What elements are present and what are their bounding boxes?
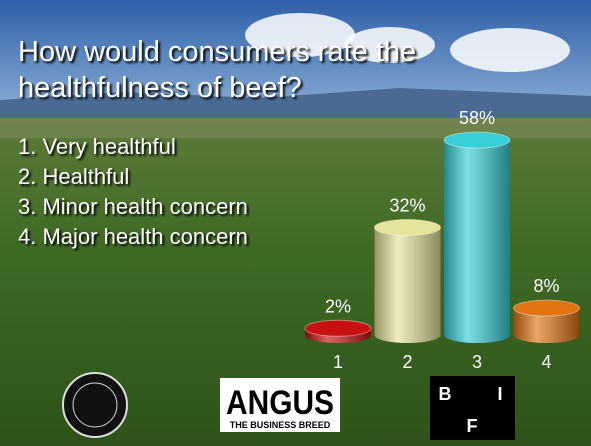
legend-item: 4. Major health concern xyxy=(18,224,248,249)
value-label: 58% xyxy=(459,108,495,128)
legend-item: 2. Healthful xyxy=(18,164,130,189)
bar-top xyxy=(374,218,441,236)
x-tick-label: 3 xyxy=(472,352,482,372)
bar-top xyxy=(443,131,511,149)
bif-letter: B xyxy=(439,384,452,404)
legend-item: 1. Very healthful xyxy=(18,134,176,159)
x-tick-label: 1 xyxy=(333,352,343,372)
value-label: 32% xyxy=(389,195,425,215)
bif-letter: F xyxy=(467,416,478,436)
mountains xyxy=(0,88,591,125)
logo-ring xyxy=(72,382,118,428)
bar-top xyxy=(304,319,372,337)
bar-shade xyxy=(513,308,580,343)
angus-logo xyxy=(220,378,340,432)
bar-shade xyxy=(444,140,510,343)
value-label: 2% xyxy=(325,296,351,316)
x-tick-label: 4 xyxy=(541,352,551,372)
x-tick-label: 2 xyxy=(402,352,412,372)
angus-tagline: THE BUSINESS BREED xyxy=(230,420,331,430)
trees xyxy=(0,118,591,138)
cloud xyxy=(345,27,435,63)
value-label: 8% xyxy=(533,276,559,296)
bar-top xyxy=(513,299,580,317)
angus-text: ANGUS xyxy=(226,384,334,422)
logo-circle xyxy=(62,372,128,438)
legend-item: 3. Minor health concern xyxy=(18,194,248,219)
bar-shade xyxy=(374,227,441,343)
logo-left xyxy=(62,372,128,438)
bif-logo xyxy=(430,376,515,440)
cloud xyxy=(450,28,570,72)
cloud xyxy=(245,13,355,57)
plot: 2% 1 32% 2 58% 3 8% 4 xyxy=(304,108,580,372)
bif-letter: I xyxy=(497,384,502,404)
chart-title: How would consumers rate the healthfulne… xyxy=(18,36,417,104)
legend: 1. Very healthful 2. Healthful 3. Minor he… xyxy=(18,132,248,252)
